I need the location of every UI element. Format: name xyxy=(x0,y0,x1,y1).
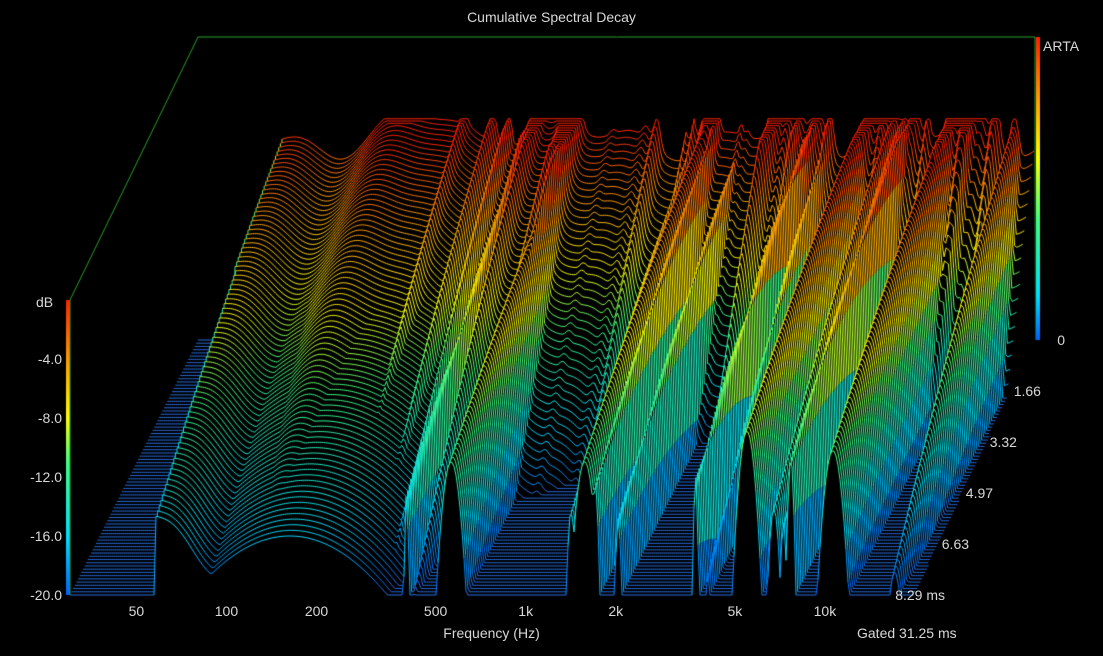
z-tick-label: -20.0 xyxy=(30,587,62,603)
z-tick-label: -4.0 xyxy=(37,351,62,367)
z-tick-label: -12.0 xyxy=(30,469,62,485)
x-axis-label: Frequency (Hz) xyxy=(443,625,540,641)
gate-label: Gated 31.25 ms xyxy=(857,625,957,641)
z-tick-label: -16.0 xyxy=(30,528,62,544)
time-tick-label: 0 xyxy=(1057,332,1065,348)
x-tick-label: 200 xyxy=(304,603,329,619)
x-tick-label: 10k xyxy=(813,603,837,619)
x-tick-label: 50 xyxy=(128,603,145,619)
z-tick-label: -8.0 xyxy=(37,410,62,426)
x-tick-label: 5k xyxy=(727,603,743,619)
chart-title: Cumulative Spectral Decay xyxy=(467,9,636,25)
brand-label: ARTA xyxy=(1043,37,1079,55)
time-tick-label: 3.32 xyxy=(989,434,1017,451)
time-tick-label: 1.66 xyxy=(1013,383,1041,400)
z-axis-unit: dB xyxy=(36,294,54,310)
x-tick-label: 100 xyxy=(214,603,239,619)
x-tick-label: 1k xyxy=(518,603,534,619)
time-tick-label: 8.29 ms xyxy=(895,587,945,603)
x-tick-label: 2k xyxy=(608,603,624,619)
time-tick-label: 4.97 xyxy=(965,484,994,501)
x-tick-label: 500 xyxy=(423,603,448,619)
time-tick-label: 6.63 xyxy=(941,535,970,552)
